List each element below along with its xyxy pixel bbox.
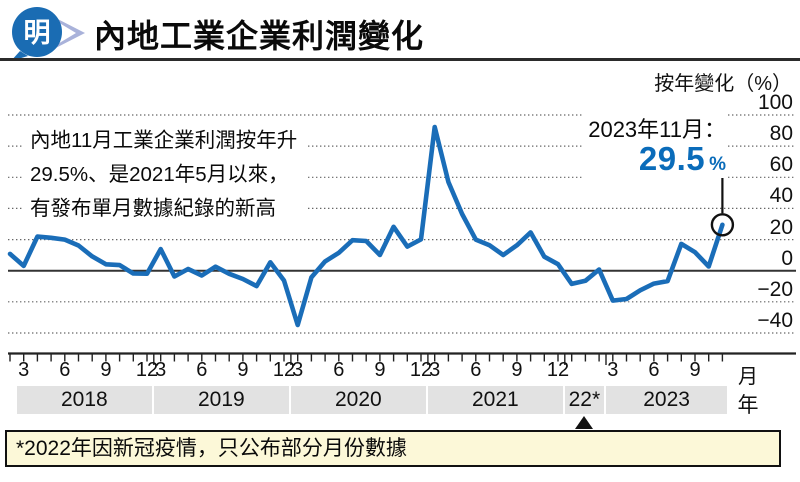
month-tick-label: 3 xyxy=(155,359,167,381)
footnote-text: *2022年因新冠疫情，只公布部分月份數據 xyxy=(16,437,407,460)
month-tick-label: 3 xyxy=(607,359,619,381)
y-tick-label: −20 xyxy=(757,277,793,301)
month-tick-label: 6 xyxy=(196,359,208,381)
mingpao-logo-graphic: 明 xyxy=(11,7,85,61)
y-tick-label: 60 xyxy=(769,153,793,177)
month-tick-label: 3 xyxy=(18,359,30,381)
footnote-pointer-triangle xyxy=(575,416,594,429)
month-tick-label: 6 xyxy=(59,359,71,381)
month-tick-label: 12 xyxy=(409,359,433,381)
month-tick-label: 12 xyxy=(272,359,296,381)
month-tick-label: 3 xyxy=(429,359,441,381)
month-unit-label: 月 xyxy=(738,366,758,388)
month-tick-label: 6 xyxy=(470,359,482,381)
logo-character: 明 xyxy=(24,18,51,48)
year-band: 2023 xyxy=(606,386,728,414)
chart-note-line: 有發布單月數據紀錄的新高 xyxy=(30,197,276,220)
page-title: 內地工業企業利潤變化 xyxy=(94,18,425,54)
logo-bubble xyxy=(12,7,62,57)
month-tick-label: 9 xyxy=(689,359,701,381)
month-tick-label: 12 xyxy=(135,359,159,381)
mingpao-logo: 明 xyxy=(8,5,88,61)
callout-value-row: 29.5% xyxy=(588,142,726,176)
chart-note-line: 內地11月工業企業利潤按年升 xyxy=(30,129,298,152)
profit-line xyxy=(7,124,725,328)
callout-percent-sign: % xyxy=(709,154,726,175)
y-tick-label: 100 xyxy=(757,91,793,114)
highlight-circle xyxy=(710,213,735,237)
footnote-box: *2022年因新冠疫情，只公布部分月份數據 xyxy=(5,430,781,467)
month-tick-label: 12 xyxy=(546,359,570,381)
month-tick-label: 3 xyxy=(292,359,304,381)
y-tick-label: 0 xyxy=(781,246,793,270)
month-tick-label: 6 xyxy=(648,359,660,381)
month-tick-label: 9 xyxy=(100,359,112,381)
year-band: 22* xyxy=(564,386,604,414)
year-band: 2019 xyxy=(153,386,289,414)
month-tick-label: 9 xyxy=(374,359,386,381)
year-band: 2020 xyxy=(290,386,426,414)
callout-value: 29.5 xyxy=(638,140,706,177)
y-tick-label: 20 xyxy=(769,215,793,239)
month-tick-label: 9 xyxy=(511,359,523,381)
latest-point-callout: 2023年11月： 29.5% xyxy=(582,112,728,178)
month-tick-label: 6 xyxy=(333,359,345,381)
year-unit-label: 年 xyxy=(737,394,759,417)
year-band: 2021 xyxy=(427,386,563,414)
year-band: 2018 xyxy=(16,386,152,414)
header-divider xyxy=(0,58,800,61)
month-tick-label: 9 xyxy=(237,359,249,381)
callout-date-label: 2023年11月： xyxy=(588,117,726,142)
chart-note-line: 29.5%、是2021年5月以來， xyxy=(30,163,289,186)
y-axis-title: 按年變化（%） xyxy=(654,73,792,95)
chart-note: 內地11月工業企業利潤按年升 29.5%、是2021年5月以來， 有發布單月數據… xyxy=(22,121,308,229)
y-tick-label: 80 xyxy=(769,122,793,146)
y-tick-label: 40 xyxy=(769,184,793,208)
y-tick-label: −40 xyxy=(757,309,793,332)
